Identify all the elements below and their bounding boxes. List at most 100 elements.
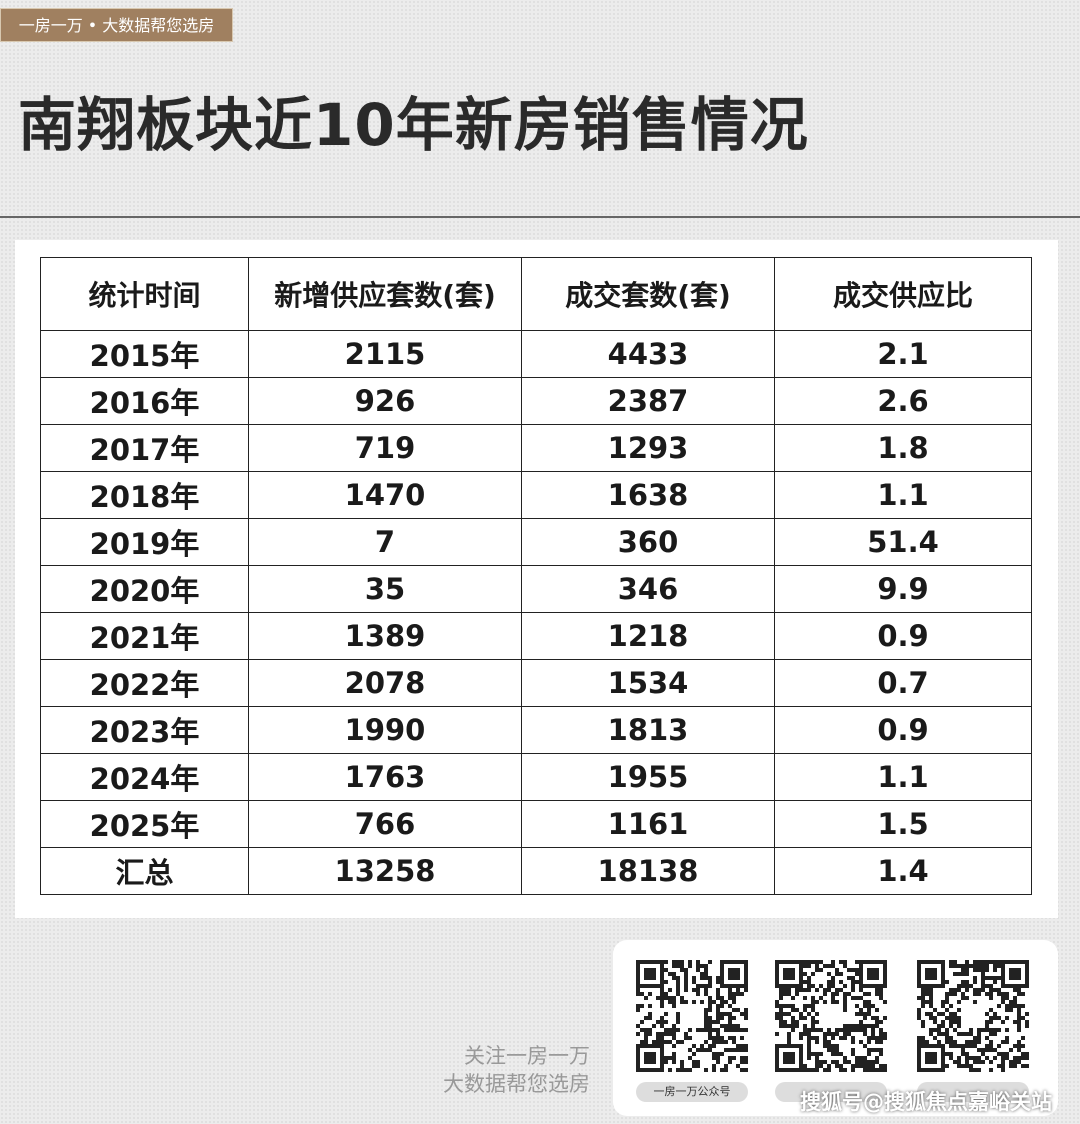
qr-module — [692, 1000, 696, 1004]
qr-module — [847, 1060, 851, 1064]
qr-module — [696, 960, 700, 964]
qr-module — [807, 1044, 811, 1048]
qr-module — [728, 968, 740, 980]
qr-module — [811, 996, 815, 1000]
qr-module — [871, 1060, 875, 1064]
qr-module — [949, 1052, 953, 1056]
qr-module — [807, 1048, 811, 1052]
qr-module — [977, 988, 981, 992]
qr-module — [636, 1032, 640, 1036]
qr-module — [961, 1064, 965, 1068]
qr-module — [807, 1036, 811, 1040]
qr-module — [728, 1028, 732, 1032]
qr-module — [997, 1052, 1001, 1056]
qr-module — [993, 1012, 997, 1016]
qr-module — [929, 992, 933, 996]
qr-module — [851, 980, 855, 984]
qr-module — [807, 1028, 811, 1032]
qr-module — [783, 968, 795, 980]
qr-module — [664, 1056, 668, 1060]
qr-module — [1017, 1044, 1021, 1048]
qr-module — [1009, 1008, 1013, 1012]
qr-module — [1021, 1036, 1025, 1040]
qr-module — [1005, 1004, 1009, 1008]
qr-code — [775, 960, 887, 1072]
qr-module — [1005, 1016, 1009, 1020]
qr-module — [933, 1008, 937, 1012]
qr-module — [664, 1020, 668, 1024]
qr-module — [815, 1028, 819, 1032]
qr-module — [827, 984, 831, 988]
qr-module — [660, 992, 664, 996]
qr-module — [1001, 1052, 1005, 1056]
qr-module — [696, 1064, 700, 1068]
qr-module — [664, 1028, 668, 1032]
qr-module — [732, 1056, 736, 1060]
qr-module — [957, 984, 961, 988]
qr-module — [811, 984, 815, 988]
qr-module — [684, 988, 688, 992]
qr-module — [672, 1024, 676, 1028]
qr-module — [684, 1000, 688, 1004]
qr-module — [744, 1012, 748, 1016]
qr-module — [815, 988, 819, 992]
qr-module — [1013, 996, 1017, 1000]
qr-module — [664, 996, 668, 1000]
qr-module — [640, 1004, 644, 1008]
qr-module — [1021, 992, 1025, 996]
qr-module — [688, 1056, 692, 1060]
qr-module — [945, 1016, 949, 1020]
qr-module — [779, 992, 783, 996]
qr-module — [692, 976, 696, 980]
qr-module — [712, 1028, 716, 1032]
qr-module — [1017, 1016, 1021, 1020]
qr-module — [744, 1044, 748, 1048]
qr-module — [831, 1036, 835, 1040]
qr-module — [791, 1020, 795, 1024]
qr-module — [871, 1064, 875, 1068]
qr-module — [696, 988, 700, 992]
qr-module — [716, 1040, 720, 1044]
qr-module — [921, 1036, 925, 1040]
qr-module — [783, 1052, 795, 1064]
table-cell: 51.4 — [774, 518, 1032, 566]
qr-module — [803, 1068, 807, 1072]
qr-module — [795, 988, 799, 992]
qr-module — [851, 1052, 855, 1056]
qr-module — [937, 1040, 941, 1044]
table-row: 2015年 2115 4433 2.1 — [40, 330, 1032, 378]
qr-module — [867, 1012, 871, 1016]
qr-module — [1001, 1056, 1005, 1060]
qr-module — [1001, 1068, 1005, 1072]
qr-module — [1025, 1024, 1029, 1028]
qr-module — [989, 976, 993, 980]
table-cell: 2023年 — [40, 706, 249, 754]
table-cell: 926 — [248, 377, 522, 425]
qr-module — [1017, 992, 1021, 996]
qr-module — [1013, 1020, 1017, 1024]
qr-module — [787, 1036, 791, 1040]
qr-module — [993, 988, 997, 992]
qr-module — [815, 1056, 819, 1060]
qr-module — [835, 1060, 839, 1064]
qr-module — [1009, 1048, 1013, 1052]
qr-module — [1013, 1044, 1017, 1048]
table-cell: 2115 — [248, 330, 522, 378]
qr-module — [933, 1028, 937, 1032]
qr-module — [787, 992, 791, 996]
qr-module — [883, 1036, 887, 1040]
qr-module — [839, 960, 843, 964]
qr-module — [1013, 988, 1017, 992]
qr-module — [740, 1060, 744, 1064]
qr-module — [720, 1012, 724, 1016]
qr-module — [819, 1004, 843, 1028]
qr-module — [921, 1020, 925, 1024]
qr-module — [791, 1008, 795, 1012]
qr-module — [981, 1060, 985, 1064]
qr-module — [672, 1028, 676, 1032]
qr-module — [929, 1012, 933, 1016]
qr-module — [684, 980, 688, 984]
qr-module — [700, 972, 704, 976]
qr-module — [945, 1052, 949, 1056]
